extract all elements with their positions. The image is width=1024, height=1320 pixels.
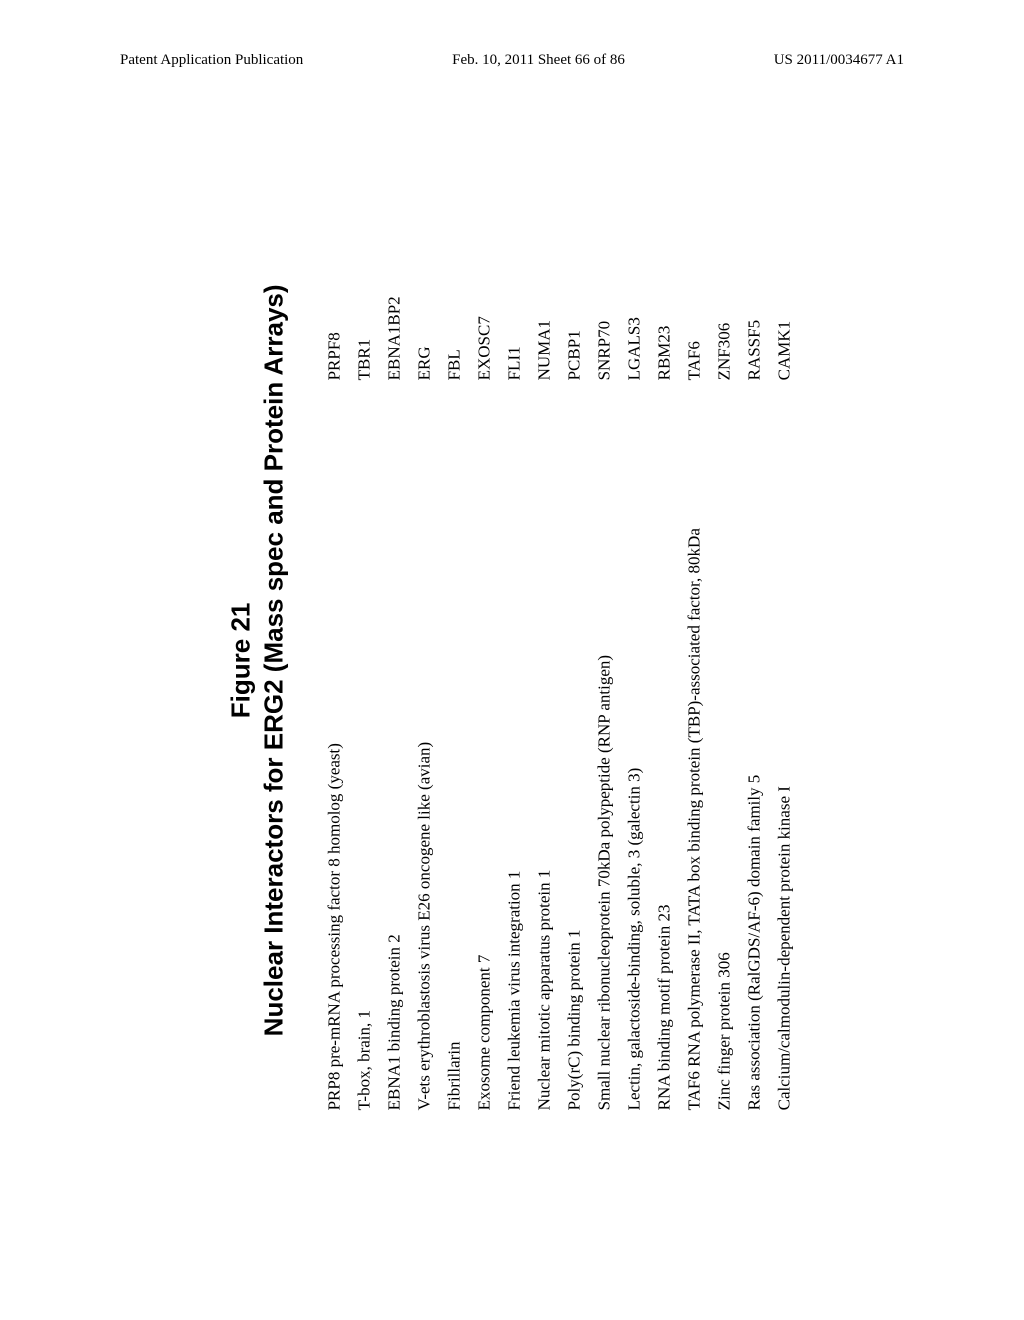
protein-description: Lectin, galactoside-binding, soluble, 3 … (619, 380, 649, 1110)
protein-description: Nuclear mitotic apparatus protein 1 (529, 380, 559, 1110)
gene-symbol: TAF6 (679, 210, 709, 380)
table-row: Zinc finger protein 306ZNF306 (709, 210, 739, 1110)
interactors-table: PRP8 pre-mRNA processing factor 8 homolo… (319, 210, 799, 1110)
protein-description: Exosome component 7 (469, 380, 499, 1110)
gene-symbol: EBNA1BP2 (379, 210, 409, 380)
rotated-content: Figure 21 Nuclear Interactors for ERG2 (… (225, 148, 800, 1172)
table-row: TAF6 RNA polymerase II, TATA box binding… (679, 210, 709, 1110)
gene-symbol: PRPF8 (319, 210, 349, 380)
table-row: Poly(rC) binding protein 1PCBP1 (559, 210, 589, 1110)
gene-symbol: TBR1 (349, 210, 379, 380)
gene-symbol: LGALS3 (619, 210, 649, 380)
table-row: Exosome component 7EXOSC7 (469, 210, 499, 1110)
protein-description: EBNA1 binding protein 2 (379, 380, 409, 1110)
protein-description: RNA binding motif protein 23 (649, 380, 679, 1110)
table-row: FibrillarinFBL (439, 210, 469, 1110)
protein-description: TAF6 RNA polymerase II, TATA box binding… (679, 380, 709, 1110)
table-row: RNA binding motif protein 23RBM23 (649, 210, 679, 1110)
protein-description: Fibrillarin (439, 380, 469, 1110)
gene-symbol: PCBP1 (559, 210, 589, 380)
table-row: Nuclear mitotic apparatus protein 1NUMA1 (529, 210, 559, 1110)
protein-description: Poly(rC) binding protein 1 (559, 380, 589, 1110)
protein-description: V-ets erythroblastosis virus E26 oncogen… (409, 380, 439, 1110)
protein-description: PRP8 pre-mRNA processing factor 8 homolo… (319, 380, 349, 1110)
content-wrapper: Figure 21 Nuclear Interactors for ERG2 (… (0, 0, 1024, 1320)
protein-description: Friend leukemia virus integration 1 (499, 380, 529, 1110)
gene-symbol: NUMA1 (529, 210, 559, 380)
protein-description: Calcium/calmodulin-dependent protein kin… (769, 380, 799, 1110)
figure-title: Nuclear Interactors for ERG2 (Mass spec … (258, 284, 289, 1036)
gene-symbol: RBM23 (649, 210, 679, 380)
gene-symbol: FLI1 (499, 210, 529, 380)
table-row: Calcium/calmodulin-dependent protein kin… (769, 210, 799, 1110)
gene-symbol: EXOSC7 (469, 210, 499, 380)
gene-symbol: ERG (409, 210, 439, 380)
table-row: Friend leukemia virus integration 1FLI1 (499, 210, 529, 1110)
table-row: Lectin, galactoside-binding, soluble, 3 … (619, 210, 649, 1110)
gene-symbol: CAMK1 (769, 210, 799, 380)
gene-symbol: FBL (439, 210, 469, 380)
protein-description: T-box, brain, 1 (349, 380, 379, 1110)
table-row: PRP8 pre-mRNA processing factor 8 homolo… (319, 210, 349, 1110)
protein-description: Zinc finger protein 306 (709, 380, 739, 1110)
protein-description: Small nuclear ribonucleoprotein 70kDa po… (589, 380, 619, 1110)
gene-symbol: SNRP70 (589, 210, 619, 380)
gene-symbol: ZNF306 (709, 210, 739, 380)
table-row: EBNA1 binding protein 2EBNA1BP2 (379, 210, 409, 1110)
figure-number: Figure 21 (225, 602, 259, 718)
protein-description: Ras association (RalGDS/AF-6) domain fam… (739, 380, 769, 1110)
table-row: Small nuclear ribonucleoprotein 70kDa po… (589, 210, 619, 1110)
table-row: Ras association (RalGDS/AF-6) domain fam… (739, 210, 769, 1110)
gene-symbol: RASSF5 (739, 210, 769, 380)
table-row: V-ets erythroblastosis virus E26 oncogen… (409, 210, 439, 1110)
table-row: T-box, brain, 1TBR1 (349, 210, 379, 1110)
